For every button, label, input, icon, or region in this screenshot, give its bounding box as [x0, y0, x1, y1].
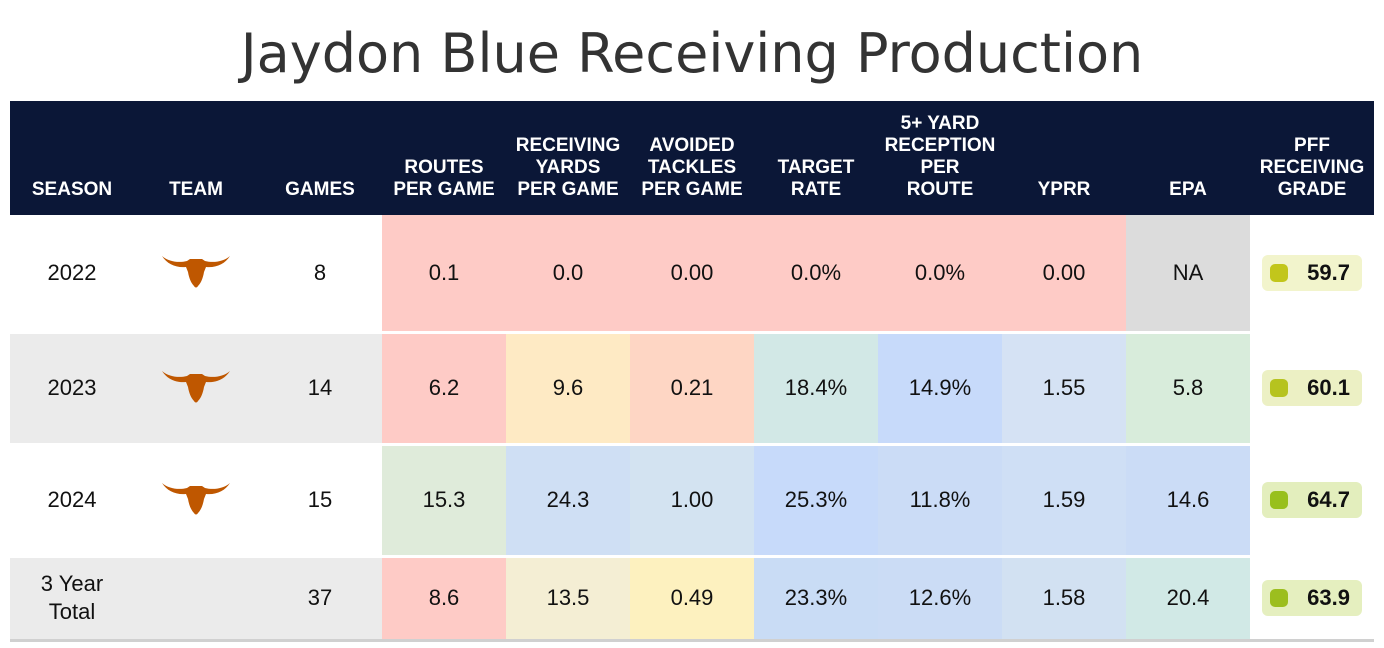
table-row: 2022 8 0.1 0.0 0.00 0.0% 0.0% 0.00 NA 59.7: [10, 215, 1374, 334]
team-cell: [134, 444, 258, 558]
page-title: Jaydon Blue Receiving Production: [240, 22, 1144, 85]
grade-dot-icon: [1270, 589, 1288, 607]
table-row: 3 Year Total 37 8.6 13.5 0.49 23.3% 12.6% 1.58 20…: [10, 556, 1374, 642]
grade-badge: 64.7: [1262, 482, 1362, 518]
grade-cell: 60.1: [1250, 332, 1374, 446]
header-rec-yards: RECEIVING YARDS PER GAME: [506, 101, 630, 215]
texas-longhorn-icon: [161, 477, 231, 517]
games-cell: 14: [258, 332, 382, 446]
epa-cell: 20.4: [1126, 556, 1250, 642]
rec-yards-cell: 24.3: [506, 444, 630, 558]
grade-badge: 60.1: [1262, 370, 1362, 406]
grade-badge: 59.7: [1262, 254, 1362, 291]
epa-cell: 5.8: [1126, 332, 1250, 446]
header-line: RECEPTION: [884, 135, 996, 156]
header-line: PER: [920, 157, 960, 178]
header-games: GAMES: [258, 101, 382, 215]
yprr-cell: 0.00: [1002, 215, 1126, 334]
grade-value: 64.7: [1307, 487, 1350, 512]
table-row: 2024 15 15.3 24.3 1.00 25.3% 11.8% 1.59 14.6 64.7: [10, 444, 1374, 558]
grade-dot-icon: [1270, 379, 1288, 397]
avoided-cell: 1.00: [630, 444, 754, 558]
header-line: TARGET: [777, 157, 855, 178]
season-cell: 2022: [10, 215, 134, 334]
grade-badge: 63.9: [1262, 580, 1362, 616]
target-cell: 25.3%: [754, 444, 878, 558]
yprr-cell: 1.58: [1002, 556, 1126, 642]
header-line: TACKLES: [647, 157, 737, 178]
header-season: SEASON: [10, 101, 134, 215]
games-cell: 8: [258, 215, 382, 334]
header-line: ROUTES: [404, 157, 484, 178]
yprr-cell: 1.55: [1002, 332, 1126, 446]
target-cell: 0.0%: [754, 215, 878, 334]
season-cell: 3 Year Total: [10, 556, 134, 642]
header-line: GRADE: [1277, 179, 1347, 200]
header-line: AVOIDED: [649, 135, 735, 156]
header-team: TEAM: [134, 101, 258, 215]
rec-yards-cell: 13.5: [506, 556, 630, 642]
header-line: RATE: [790, 179, 842, 200]
five-yard-cell: 11.8%: [878, 444, 1002, 558]
header-line: PFF: [1294, 135, 1330, 156]
routes-cell: 8.6: [382, 556, 506, 642]
header-row: SEASON TEAM GAMES ROUTES PER GAME RECEIVI…: [10, 101, 1374, 215]
avoided-cell: 0.21: [630, 332, 754, 446]
header-line: PER GAME: [641, 179, 743, 200]
team-cell: [134, 556, 258, 642]
texas-longhorn-icon: [161, 250, 231, 290]
table-row: 2023 14 6.2 9.6 0.21 18.4% 14.9% 1.55 5.8 60.1: [10, 332, 1374, 446]
team-cell: [134, 332, 258, 446]
team-cell: [134, 215, 258, 334]
season-cell: 2023: [10, 332, 134, 446]
season-line: 3 Year: [40, 571, 104, 596]
header-grade: PFF RECEIVING GRADE: [1250, 101, 1374, 215]
routes-cell: 6.2: [382, 332, 506, 446]
target-cell: 23.3%: [754, 556, 878, 642]
five-yard-cell: 0.0%: [878, 215, 1002, 334]
season-line: Total: [48, 599, 96, 624]
yprr-cell: 1.59: [1002, 444, 1126, 558]
grade-dot-icon: [1270, 491, 1288, 509]
routes-cell: 15.3: [382, 444, 506, 558]
five-yard-cell: 14.9%: [878, 332, 1002, 446]
grade-cell: 59.7: [1250, 215, 1374, 334]
routes-cell: 0.1: [382, 215, 506, 334]
grade-cell: 64.7: [1250, 444, 1374, 558]
epa-cell: NA: [1126, 215, 1250, 334]
target-cell: 18.4%: [754, 332, 878, 446]
avoided-cell: 0.49: [630, 556, 754, 642]
grade-dot-icon: [1270, 263, 1288, 282]
header-line: ROUTE: [906, 179, 974, 200]
grade-value: 60.1: [1307, 375, 1350, 400]
header-line: RECEIVING: [1259, 157, 1365, 178]
header-five-yard: 5+ YARD RECEPTION PER ROUTE: [878, 101, 1002, 215]
grade-value: 59.7: [1307, 259, 1350, 285]
header-line: PER GAME: [393, 179, 495, 200]
header-avoided: AVOIDED TACKLES PER GAME: [630, 101, 754, 215]
rec-yards-cell: 9.6: [506, 332, 630, 446]
header-target: TARGET RATE: [754, 101, 878, 215]
texas-longhorn-icon: [161, 365, 231, 405]
header-yprr: YPRR: [1002, 101, 1126, 215]
header-epa: EPA: [1126, 101, 1250, 215]
games-cell: 15: [258, 444, 382, 558]
header-routes: ROUTES PER GAME: [382, 101, 506, 215]
epa-cell: 14.6: [1126, 444, 1250, 558]
avoided-cell: 0.00: [630, 215, 754, 334]
header-line: PER GAME: [517, 179, 619, 200]
receiving-table: SEASON TEAM GAMES ROUTES PER GAME RECEIVI…: [10, 101, 1374, 642]
header-line: RECEIVING: [515, 135, 621, 156]
grade-cell: 63.9: [1250, 556, 1374, 642]
header-line: YARDS: [535, 157, 601, 178]
season-cell: 2024: [10, 444, 134, 558]
games-cell: 37: [258, 556, 382, 642]
grade-value: 63.9: [1307, 585, 1350, 610]
header-line: 5+ YARD: [900, 113, 980, 134]
rec-yards-cell: 0.0: [506, 215, 630, 334]
five-yard-cell: 12.6%: [878, 556, 1002, 642]
